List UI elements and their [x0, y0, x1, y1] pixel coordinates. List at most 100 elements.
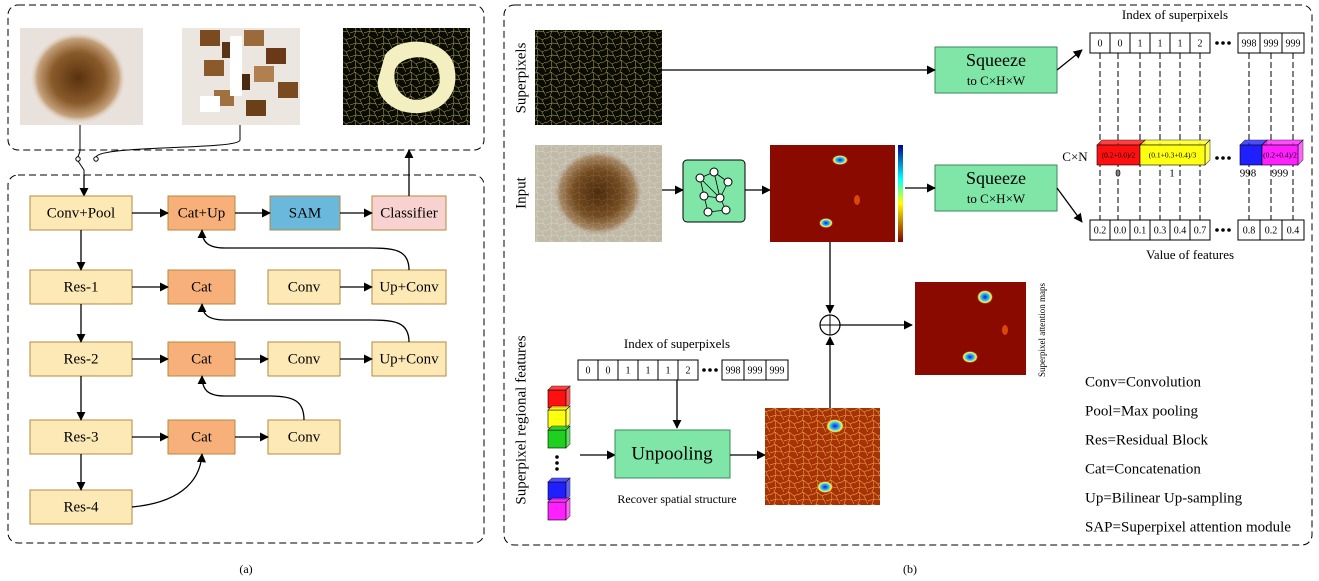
feature-block [1139, 144, 1206, 166]
block-label: Res-4 [64, 499, 99, 515]
patch [204, 60, 224, 76]
connector [77, 125, 81, 158]
hotspot [1002, 325, 1008, 335]
block [167, 195, 236, 231]
cell-label: 0 [1118, 38, 1123, 49]
network-node [695, 173, 705, 183]
panel-frame [7, 174, 485, 544]
cell-label: 0 [1098, 38, 1103, 49]
cell-label: 999 [1286, 38, 1301, 49]
feature-formula: (0.2+0.4)/2 [1263, 151, 1297, 160]
patch-gap [200, 96, 220, 112]
network-node [723, 177, 733, 187]
patch [278, 82, 298, 98]
cell-label: 998 [726, 365, 741, 376]
panel-frame [7, 4, 485, 151]
block-label: Conv [288, 429, 321, 445]
arrow [197, 229, 410, 271]
switch-node [75, 156, 81, 162]
mask-ring [377, 41, 456, 114]
legend-item: Cat=Concatenation [1085, 461, 1201, 477]
squeeze-title: Squeeze [966, 168, 1026, 188]
network-node [721, 205, 731, 215]
legend-item: Res=Residual Block [1085, 432, 1209, 448]
attention-title: Superpixel attention maps [1037, 283, 1047, 377]
hotspot [817, 481, 833, 493]
block-index: 999 [1272, 168, 1289, 180]
cell-label: 2 [686, 365, 691, 376]
feature-cube [547, 389, 567, 409]
block-label: Res-2 [64, 351, 99, 367]
cell-label: 2 [1198, 38, 1203, 49]
cell-label: 1 [1158, 38, 1163, 49]
superpixel-image [535, 30, 662, 125]
feature-cube [547, 481, 567, 501]
row-label: Superpixel regional features [513, 335, 529, 504]
block-index: 1 [1169, 168, 1175, 180]
connector [77, 160, 85, 175]
cube-side [565, 477, 571, 501]
squeeze-box [934, 164, 1058, 212]
arrow [1056, 187, 1083, 223]
cell-label: 1 [1138, 38, 1143, 49]
panel-frame [503, 4, 1313, 546]
lesion [30, 32, 126, 124]
cube-side [565, 405, 571, 429]
cube-side [565, 425, 571, 449]
legend-item: Pool=Max pooling [1085, 403, 1199, 419]
cell-label: 1 [626, 365, 631, 376]
cell-label: 0.2 [1265, 225, 1278, 236]
block-index: 998 [1240, 168, 1257, 180]
cell-label: 0.3 [1154, 225, 1167, 236]
legend-item: SAP=Superpixel attention module [1085, 519, 1291, 535]
ellipsis-dot [1227, 156, 1231, 160]
block-label: Cat [191, 351, 213, 367]
block-label: Res-1 [64, 279, 99, 295]
block-top [1096, 139, 1146, 146]
feature-formula: (0.1+0.3+0.4)/3 [1149, 151, 1197, 160]
caption: (a) [239, 562, 252, 576]
ellipsis-dot [555, 467, 559, 471]
block-top [1261, 139, 1304, 146]
legend-item: Conv=Convolution [1085, 374, 1201, 390]
ellipsis-dot [1221, 156, 1225, 160]
cell [765, 359, 789, 381]
cell-label: 0.4 [1174, 225, 1187, 236]
caption: (b) [903, 562, 917, 576]
cell-label: 1 [1178, 38, 1183, 49]
ellipsis-dot [1221, 41, 1225, 45]
block-label: Conv [288, 351, 321, 367]
caption-note: Recover spatial structure [617, 492, 736, 506]
ellipsis-dot [714, 368, 718, 372]
block-top [1139, 139, 1211, 146]
hotspot [977, 290, 993, 304]
arrow [197, 303, 410, 343]
cell [677, 359, 699, 381]
block-label: SAM [289, 205, 322, 221]
ellipsis-dot [708, 368, 712, 372]
hotspot [854, 195, 860, 205]
network-node [703, 207, 713, 217]
patch [200, 30, 220, 46]
feature-block [1261, 144, 1299, 166]
ellipsis-dot [702, 368, 706, 372]
block [267, 269, 341, 305]
ellipsis-dot [555, 455, 559, 459]
cell-label: 0.4 [1287, 225, 1300, 236]
unpooling-label: Unpooling [631, 443, 713, 464]
block-label: Res-3 [64, 429, 99, 445]
cell-label: 0.8 [1243, 225, 1256, 236]
ellipsis-dot [1215, 156, 1219, 160]
hotspot [826, 419, 844, 433]
row-title: Index of superpixels [1122, 7, 1228, 22]
superpixel-overlay [535, 145, 662, 242]
patch [246, 100, 266, 116]
network-node [699, 191, 709, 201]
connector [95, 125, 241, 158]
block [29, 269, 133, 305]
block [267, 419, 341, 455]
feature-cube [547, 501, 567, 521]
block-index: 0 [1115, 168, 1121, 180]
block-label: Classifier [380, 205, 438, 221]
patch [254, 66, 274, 82]
